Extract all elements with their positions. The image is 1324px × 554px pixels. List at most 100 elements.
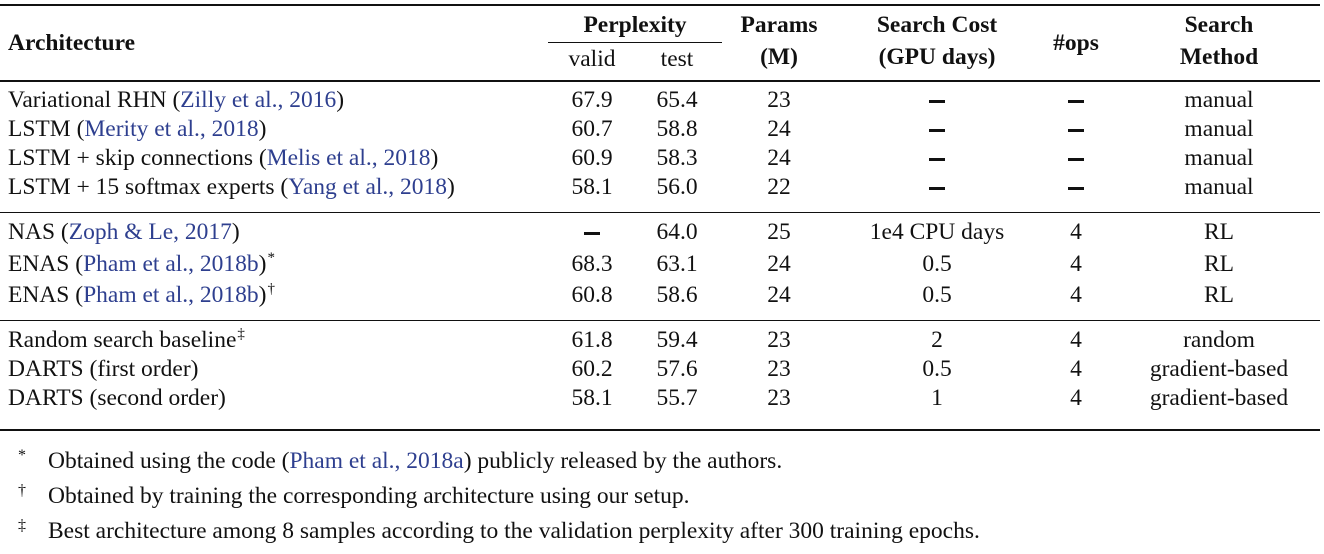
value: 23 bbox=[767, 356, 791, 382]
architecture-name: DARTS (second order) bbox=[8, 385, 226, 411]
cell-method: random bbox=[1183, 326, 1255, 354]
architecture-name: LSTM + 15 softmax experts bbox=[8, 174, 275, 200]
footnote-symbol: * bbox=[18, 447, 26, 464]
architecture-name: ENAS bbox=[8, 282, 70, 308]
architecture-name: Random search baseline bbox=[8, 327, 237, 353]
header-search-cost: Search Cost bbox=[876, 12, 998, 38]
value: 23 bbox=[767, 87, 791, 113]
value: manual bbox=[1184, 174, 1254, 200]
cell-test: 64.0 bbox=[656, 218, 697, 246]
group-rule-1 bbox=[0, 212, 1320, 213]
cell-ops: 4 bbox=[1070, 281, 1082, 309]
cell-test: 58.8 bbox=[656, 115, 697, 143]
value: 4 bbox=[1070, 282, 1082, 308]
cell-params: 22 bbox=[767, 173, 791, 201]
architecture-name: LSTM bbox=[8, 116, 71, 142]
cell-ops: 4 bbox=[1070, 250, 1082, 278]
cell-test: 65.4 bbox=[656, 86, 697, 114]
value: 64.0 bbox=[656, 219, 698, 245]
footnote-text-end: ) publicly released by the authors. bbox=[463, 448, 783, 474]
dash-value bbox=[1068, 129, 1084, 133]
value: 4 bbox=[1070, 251, 1082, 277]
cell-valid: 60.8 bbox=[571, 281, 612, 309]
cell-params: 23 bbox=[767, 86, 791, 114]
cell-test: 57.6 bbox=[656, 355, 697, 383]
header-test: test bbox=[660, 46, 694, 72]
citation: Pham et al., 2018b bbox=[83, 282, 259, 308]
value: 4 bbox=[1070, 385, 1082, 411]
cell-cost: 1 bbox=[931, 384, 943, 412]
cell-params: 23 bbox=[767, 326, 791, 354]
value: random bbox=[1183, 327, 1255, 353]
cell-valid: 67.9 bbox=[571, 86, 612, 114]
row-architecture: LSTM + 15 softmax experts (Yang et al., … bbox=[8, 174, 455, 200]
value: 58.1 bbox=[571, 385, 613, 411]
cell-valid: 60.9 bbox=[571, 144, 612, 172]
dash-value bbox=[929, 129, 945, 133]
row-architecture: Variational RHN (Zilly et al., 2016) bbox=[8, 87, 345, 113]
cell-params: 24 bbox=[767, 250, 791, 278]
cell-ops bbox=[1068, 115, 1084, 143]
row-architecture: LSTM (Merity et al., 2018) bbox=[8, 116, 267, 142]
cell-method: manual bbox=[1184, 86, 1253, 114]
cell-valid: 60.7 bbox=[571, 115, 612, 143]
value: 60.8 bbox=[571, 282, 613, 308]
dash-value bbox=[929, 100, 945, 104]
cell-method: RL bbox=[1204, 250, 1234, 278]
value: 0.5 bbox=[922, 356, 952, 382]
header-ops: #ops bbox=[1053, 30, 1099, 56]
footnote: * Obtained using the code (Pham et al., 2… bbox=[18, 446, 782, 479]
cell-params: 23 bbox=[767, 384, 791, 412]
cell-cost: 0.5 bbox=[922, 250, 951, 278]
cell-method: manual bbox=[1184, 144, 1253, 172]
value: 22 bbox=[767, 174, 791, 200]
bottom-rule bbox=[0, 429, 1320, 431]
value: 4 bbox=[1070, 327, 1082, 353]
value: 58.8 bbox=[656, 116, 698, 142]
value: 24 bbox=[767, 251, 791, 277]
value: 65.4 bbox=[656, 87, 698, 113]
value: 58.3 bbox=[656, 145, 698, 171]
cell-method: manual bbox=[1184, 173, 1253, 201]
footnote-symbol: † bbox=[18, 482, 26, 499]
row-architecture: DARTS (second order) bbox=[8, 384, 226, 412]
value: 58.1 bbox=[571, 174, 613, 200]
value: RL bbox=[1203, 219, 1235, 245]
cell-method: RL bbox=[1204, 218, 1234, 246]
citation: Zoph & Le, 2017 bbox=[68, 219, 232, 245]
value: RL bbox=[1203, 282, 1235, 308]
cell-test: 59.4 bbox=[656, 326, 697, 354]
cell-params: 24 bbox=[767, 144, 791, 172]
cell-cost: 1e4 CPU days bbox=[870, 218, 1004, 246]
value: 68.3 bbox=[571, 251, 613, 277]
header-params: Params bbox=[740, 12, 818, 38]
value: 63.1 bbox=[656, 251, 698, 277]
cell-cost: 2 bbox=[931, 326, 943, 354]
row-architecture: ENAS (Pham et al., 2018b)† bbox=[8, 281, 275, 309]
citation: Pham et al., 2018b bbox=[83, 251, 259, 277]
cell-ops bbox=[1068, 86, 1084, 114]
cell-method: RL bbox=[1204, 281, 1234, 309]
value: 23 bbox=[767, 327, 791, 353]
footnote-text: Obtained using the code ( bbox=[48, 448, 290, 474]
header-search-method: Search bbox=[1184, 12, 1254, 38]
group-rule-2 bbox=[0, 320, 1320, 321]
citation: Melis et al., 2018 bbox=[266, 145, 431, 171]
cell-params: 23 bbox=[767, 355, 791, 383]
header-perplexity: Perplexity bbox=[583, 12, 687, 38]
top-rule bbox=[0, 4, 1320, 6]
footnote-mark: † bbox=[267, 281, 275, 297]
cell-cost bbox=[929, 144, 945, 172]
cell-ops bbox=[1068, 173, 1084, 201]
dash-value bbox=[584, 232, 600, 236]
value: gradient-based bbox=[1149, 356, 1289, 382]
value: 60.9 bbox=[571, 145, 613, 171]
citation: Zilly et al., 2016 bbox=[180, 87, 337, 113]
header-search-cost-unit: (GPU days) bbox=[878, 44, 996, 70]
row-architecture: LSTM + skip connections (Melis et al., 2… bbox=[8, 145, 439, 171]
footnote-text: Obtained by training the corresponding a… bbox=[48, 483, 690, 509]
architecture-name: LSTM + skip connections bbox=[8, 145, 253, 171]
footnote-symbol: ‡ bbox=[18, 517, 26, 534]
value: 25 bbox=[767, 219, 791, 245]
